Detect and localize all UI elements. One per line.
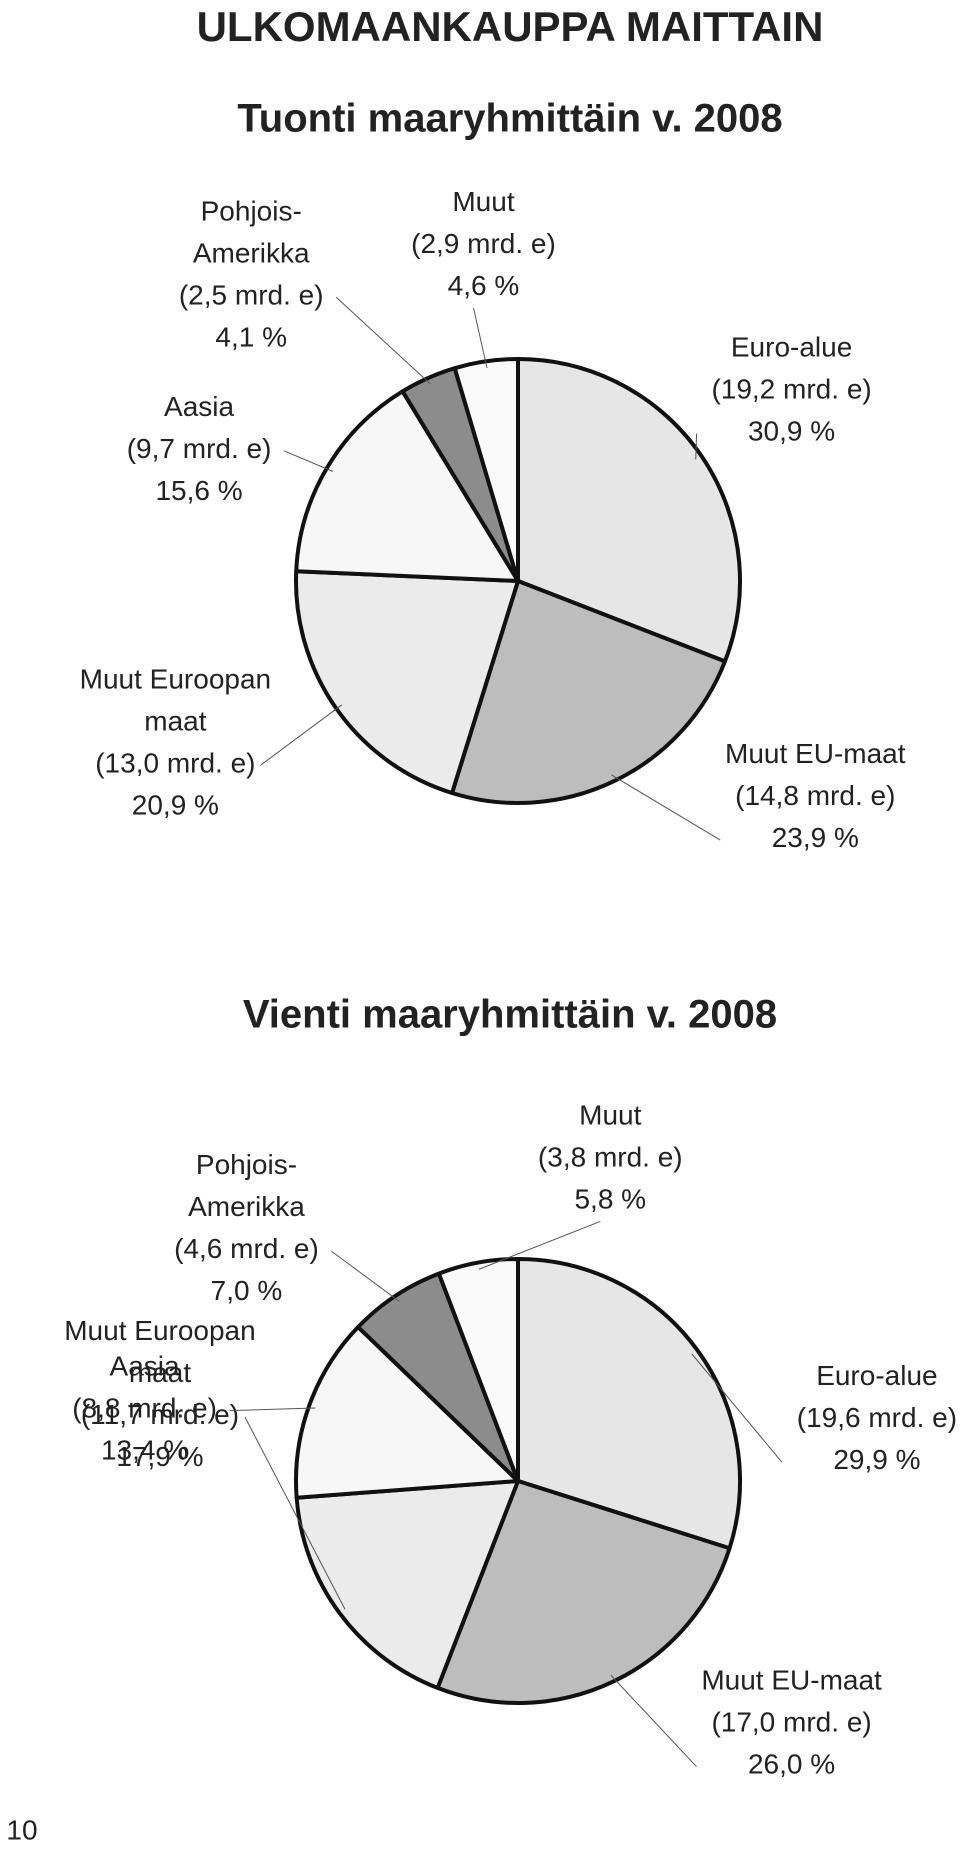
category-label: Muut — [579, 1100, 641, 1131]
amount-label: (4,6 mrd. e) — [174, 1234, 319, 1265]
amount-label: (8,8 mrd. e) — [72, 1393, 217, 1424]
amount-label: (3,8 mrd. e) — [538, 1142, 683, 1173]
value-label: 29,9 % — [833, 1445, 920, 1476]
slice-label: Muut (2,9 mrd. e) 4,6 % — [411, 186, 556, 301]
leader-line — [283, 450, 333, 472]
leader-line — [244, 1416, 346, 1610]
value-label: 26,0 % — [748, 1749, 835, 1780]
leader-line — [610, 1674, 697, 1768]
value-label: 4,1 % — [215, 322, 287, 353]
slice-label: Muut Euroopan maat (13,0 mrd. e) 20,9 % — [80, 664, 271, 821]
pie-slice — [516, 1257, 742, 1551]
pie-slice — [452, 357, 520, 583]
leader-line — [472, 307, 488, 369]
pie-slice — [294, 1325, 520, 1500]
value-label: 17,9 % — [116, 1442, 203, 1473]
category-label: Muut EU-maat — [725, 738, 906, 769]
leader-line — [229, 1407, 316, 1412]
category-label-cont: maat — [129, 1358, 191, 1389]
amount-label: (19,6 mrd. e) — [797, 1403, 957, 1434]
slice-label: Pohjois- Amerikka (4,6 mrd. e) 7,0 % — [174, 1150, 319, 1307]
leader-line — [335, 296, 431, 385]
leader-line — [478, 1220, 601, 1270]
category-label: Muut — [452, 186, 514, 217]
pie-slice — [294, 389, 520, 583]
slice-label: Pohjois- Amerikka (2,5 mrd. e) 4,1 % — [179, 196, 324, 353]
amount-label: (17,0 mrd. e) — [711, 1707, 871, 1738]
value-label: 30,9 % — [748, 416, 835, 447]
pie-slice — [516, 357, 742, 664]
pie-slice — [435, 1479, 732, 1705]
value-label: 15,6 % — [155, 475, 242, 506]
category-label: Muut Euroopan — [80, 664, 271, 695]
amount-label: (19,2 mrd. e) — [711, 374, 871, 405]
pie-slice — [436, 1257, 520, 1483]
value-label: 13,4 % — [101, 1435, 188, 1466]
leader-line — [260, 704, 343, 766]
slice-label: Aasia (8,8 mrd. e) 13,4 % — [72, 1351, 217, 1466]
slice-label: Muut EU-maat (17,0 mrd. e) 26,0 % — [701, 1665, 882, 1780]
category-label: Euro-alue — [731, 332, 852, 363]
amount-label: (14,8 mrd. e) — [735, 780, 895, 811]
amount-label: (9,7 mrd. e) — [127, 433, 272, 464]
value-label: 4,6 % — [448, 270, 520, 301]
amount-label: (2,9 mrd. e) — [411, 228, 556, 259]
category-label: Muut EU-maat — [701, 1665, 882, 1696]
page-number: 10 — [6, 1814, 37, 1845]
value-label: 23,9 % — [772, 822, 859, 853]
amount-label: (11,7 mrd. e) — [81, 1400, 239, 1431]
category-label: Pohjois- — [201, 196, 302, 227]
leader-line — [611, 774, 721, 841]
category-label: Pohjois- — [196, 1150, 297, 1181]
category-label-cont: maat — [144, 706, 206, 737]
leader-line — [691, 1353, 783, 1463]
category-label-cont: Amerikka — [188, 1192, 305, 1223]
category-label: Aasia — [164, 391, 234, 422]
chart-title: Vienti maaryhmittäin v. 2008 — [243, 993, 777, 1037]
slice-label: Muut Euroopan maat (11,7 mrd. e) 17,9 % — [64, 1316, 255, 1473]
value-label: 7,0 % — [211, 1276, 283, 1307]
value-label: 20,9 % — [132, 790, 219, 821]
slice-label: Euro-alue (19,2 mrd. e) 30,9 % — [711, 332, 871, 447]
value-label: 5,8 % — [574, 1184, 646, 1215]
slice-label: Euro-alue (19,6 mrd. e) 29,9 % — [797, 1361, 957, 1476]
leader-line — [331, 1250, 400, 1302]
chart-title: Tuonti maaryhmittäin v. 2008 — [237, 97, 782, 141]
category-label-cont: Amerikka — [193, 238, 310, 269]
leader-line — [695, 433, 698, 460]
slice-label: Aasia (9,7 mrd. e) 15,6 % — [127, 391, 272, 506]
page-title: ULKOMAANKAUPPA MAITTAIN — [197, 3, 824, 50]
slice-label: Muut EU-maat (14,8 mrd. e) 23,9 % — [725, 738, 906, 853]
amount-label: (13,0 mrd. e) — [95, 748, 255, 779]
category-label: Aasia — [110, 1351, 180, 1382]
amount-label: (2,5 mrd. e) — [179, 280, 324, 311]
category-label: Euro-alue — [816, 1361, 937, 1392]
slice-label: Muut (3,8 mrd. e) 5,8 % — [538, 1100, 683, 1215]
category-label: Muut Euroopan — [64, 1316, 255, 1347]
pie-slice — [450, 579, 727, 805]
